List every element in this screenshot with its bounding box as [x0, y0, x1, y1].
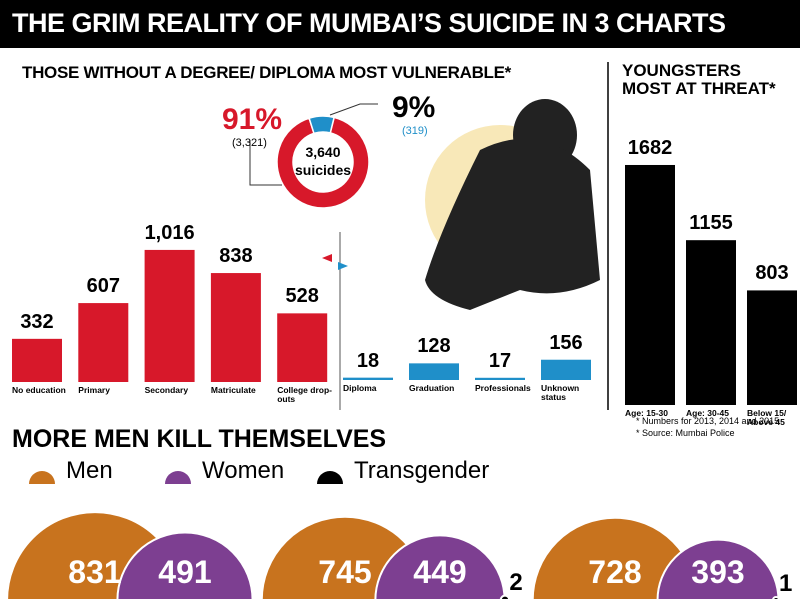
footnote: * Numbers for 2013, 2014 and 2015 [636, 416, 780, 426]
footnote: * Source: Mumbai Police [636, 428, 735, 438]
bar [78, 303, 129, 382]
legend-label: Men [66, 457, 113, 484]
value-label: 332 [20, 310, 54, 333]
connector [249, 140, 282, 186]
value-label: 838 [219, 245, 253, 268]
percent-label: 91% [222, 103, 283, 136]
donut-slice [276, 116, 370, 209]
header-bar [0, 0, 800, 48]
bar [409, 363, 459, 380]
value-label: 1,016 [144, 221, 195, 244]
chart-title: THOSE WITHOUT A DEGREE/ DIPLOMA MOST VUL… [22, 63, 511, 82]
value-label: 607 [86, 275, 120, 298]
value-label: 18 [356, 349, 380, 372]
value-label: 803 [755, 262, 789, 285]
half-disc [116, 531, 254, 600]
percent-label: 9% [392, 91, 436, 124]
legend-label: Women [202, 457, 285, 484]
x-tick-label: Primary [78, 385, 110, 395]
half-disc [656, 538, 780, 600]
x-tick-label: Graduation [409, 383, 455, 393]
value-label: (3,321) [232, 137, 267, 149]
illustration [425, 99, 600, 310]
bar [625, 164, 675, 405]
value-label: 1155 [689, 212, 733, 235]
legend-swatch [29, 471, 55, 484]
bar [747, 290, 797, 405]
x-tick-label: Age: 30-45 [686, 408, 729, 418]
legend-swatch [165, 471, 191, 484]
legend-label: Transgender [354, 457, 490, 484]
x-tick-label: No education [12, 385, 66, 395]
donut-slice [308, 115, 336, 135]
bar [343, 377, 393, 380]
pointer [322, 254, 332, 262]
total-label: 3,640 [305, 144, 341, 160]
connector [329, 103, 378, 116]
page-title: THE GRIM REALITY OF MUMBAI’S SUICIDE IN … [12, 8, 726, 38]
x-tick-label: Secondary [144, 385, 189, 395]
chart-title: YOUNGSTERS MOST AT THREAT* [622, 61, 776, 98]
x-tick-label: Diploma [343, 383, 377, 393]
value-label: 745 [318, 554, 372, 590]
x-tick-label: Matriculate [210, 385, 256, 395]
bar [12, 338, 62, 382]
x-tick-label: Below 15/ Above 45 [747, 408, 787, 427]
total-caption: suicides [294, 162, 352, 178]
value-label: 1 [779, 569, 793, 597]
value-label: (319) [402, 125, 428, 137]
value-label: 128 [417, 335, 451, 358]
half-disc [499, 594, 511, 600]
bar [277, 313, 328, 382]
value-label: 528 [285, 285, 319, 308]
x-tick-label: Age: 15-30 [625, 408, 668, 418]
value-label: 17 [488, 349, 512, 372]
pointer [338, 262, 348, 270]
legend-swatch [317, 471, 343, 484]
value-label: 2 [509, 568, 523, 596]
bar [144, 249, 195, 382]
x-tick-label: College drop-outs [277, 385, 332, 404]
bar [686, 240, 736, 405]
x-tick-label: Professionals [475, 383, 531, 393]
bar [210, 273, 261, 382]
bar [541, 359, 591, 380]
x-tick-label: Unknown status [541, 383, 580, 402]
chart-title: MORE MEN KILL THEMSELVES [12, 425, 387, 453]
value-label: 1682 [627, 136, 673, 159]
value-label: 491 [158, 554, 212, 590]
value-label: 449 [413, 554, 467, 590]
value-label: 831 [68, 554, 122, 590]
bar [475, 377, 525, 380]
value-label: 728 [588, 554, 642, 590]
value-label: 393 [691, 554, 745, 590]
value-label: 156 [549, 331, 583, 354]
half-disc [374, 534, 506, 600]
